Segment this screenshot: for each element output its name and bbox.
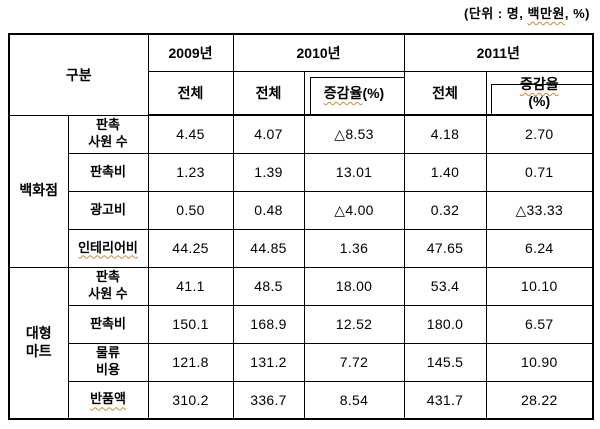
data-table: 구분 2009년 2010년 2011년 전체 전체 증감율(%) 전체 증감율… bbox=[8, 33, 595, 420]
cell-value: 47.65 bbox=[403, 228, 487, 268]
cell-value: 180.0 bbox=[403, 304, 487, 344]
header-2009-total: 전체 bbox=[147, 70, 234, 116]
cell-value: 28.22 bbox=[485, 380, 594, 420]
cell-value: 1.23 bbox=[147, 152, 234, 192]
cell-value: 6.24 bbox=[485, 228, 594, 268]
cell-value: 18.00 bbox=[303, 266, 405, 306]
header-2010-total: 전체 bbox=[232, 70, 305, 116]
row-label: 판촉비 bbox=[67, 152, 149, 192]
cell-value: 8.54 bbox=[303, 380, 405, 420]
cell-value: 1.39 bbox=[232, 152, 305, 192]
header-2010-rate: 증감율(%) bbox=[303, 70, 405, 116]
unit-note-highlight: 백만원 bbox=[527, 6, 565, 21]
header-2011-rate-paren: (%) bbox=[528, 92, 551, 109]
cell-value: 0.32 bbox=[403, 190, 487, 230]
header-2010-rate-word: 증감율 bbox=[323, 84, 363, 101]
unit-note-suffix: , %) bbox=[564, 6, 590, 21]
row-label: 판촉비 bbox=[67, 304, 149, 344]
header-year-2010: 2010년 bbox=[232, 33, 405, 72]
cell-value: 1.40 bbox=[403, 152, 487, 192]
cell-value: 1.36 bbox=[303, 228, 405, 268]
cell-value: △8.53 bbox=[303, 114, 405, 154]
row-label: 광고비 bbox=[67, 190, 149, 230]
unit-note-prefix: (단위 : 명, bbox=[463, 6, 528, 21]
header-year-2009: 2009년 bbox=[147, 33, 234, 72]
cell-value: △33.33 bbox=[485, 190, 594, 230]
cell-value: 4.07 bbox=[232, 114, 305, 154]
row-label: 판촉 사원 수 bbox=[67, 114, 149, 154]
cell-value: 4.45 bbox=[147, 114, 234, 154]
cell-value: 131.2 bbox=[232, 342, 305, 382]
cell-value: 336.7 bbox=[232, 380, 305, 420]
cell-value: △4.00 bbox=[303, 190, 405, 230]
header-year-2011: 2011년 bbox=[403, 33, 594, 72]
cell-value: 310.2 bbox=[147, 380, 234, 420]
table-row: 판촉비 150.1 168.9 12.52 180.0 6.57 bbox=[9, 304, 594, 344]
row-label: 물류 비용 bbox=[67, 342, 149, 382]
header-gubun: 구분 bbox=[8, 33, 149, 116]
table-row: 백화점 판촉 사원 수 4.45 4.07 △8.53 4.18 2.70 bbox=[8, 114, 594, 268]
header-sub-row: 전체 전체 증감율(%) 전체 증감율 (%) bbox=[9, 70, 594, 116]
cell-value: 145.5 bbox=[403, 342, 487, 382]
header-2011-rate: 증감율 (%) bbox=[485, 70, 594, 116]
header-2011-total: 전체 bbox=[403, 70, 487, 116]
header-2010-rate-paren: (%) bbox=[362, 84, 385, 101]
group-label-hypermarket: 대형 마트 bbox=[8, 266, 69, 420]
row-label: 반품액 bbox=[67, 380, 149, 420]
cell-value: 12.52 bbox=[303, 304, 405, 344]
cell-value: 6.57 bbox=[485, 304, 594, 344]
cell-value: 10.90 bbox=[485, 342, 594, 382]
cell-value: 48.5 bbox=[232, 266, 305, 306]
table-row: 물류 비용 121.8 131.2 7.72 145.5 10.90 bbox=[9, 342, 594, 382]
row-label-text: 반품액 bbox=[90, 391, 126, 407]
cell-value: 13.01 bbox=[303, 152, 405, 192]
cell-value: 168.9 bbox=[232, 304, 305, 344]
header-year-row: 구분 2009년 2010년 2011년 bbox=[8, 33, 594, 116]
table-row: 대형 마트 판촉 사원 수 41.1 48.5 18.00 53.4 10.10 bbox=[8, 266, 594, 420]
cell-value: 0.50 bbox=[147, 190, 234, 230]
cell-value: 44.85 bbox=[232, 228, 305, 268]
cell-value: 10.10 bbox=[485, 266, 594, 306]
table-row: 광고비 0.50 0.48 △4.00 0.32 △33.33 bbox=[9, 190, 594, 230]
cell-value: 4.18 bbox=[403, 114, 487, 154]
cell-value: 0.71 bbox=[485, 152, 594, 192]
cell-value: 7.72 bbox=[303, 342, 405, 382]
table-row: 인테리어비 44.25 44.85 1.36 47.65 6.24 bbox=[9, 228, 594, 268]
cell-value: 431.7 bbox=[403, 380, 487, 420]
table-row: 반품액 310.2 336.7 8.54 431.7 28.22 bbox=[9, 380, 594, 420]
header-2011-rate-word: 증감율 bbox=[519, 75, 559, 92]
cell-value: 53.4 bbox=[403, 266, 487, 306]
cell-value: 0.48 bbox=[232, 190, 305, 230]
cell-value: 121.8 bbox=[147, 342, 234, 382]
row-label: 판촉 사원 수 bbox=[67, 266, 149, 306]
cell-value: 2.70 bbox=[485, 114, 594, 154]
cell-value: 150.1 bbox=[147, 304, 234, 344]
group-label-department-store: 백화점 bbox=[8, 114, 69, 268]
cell-value: 44.25 bbox=[147, 228, 234, 268]
table-row: 판촉비 1.23 1.39 13.01 1.40 0.71 bbox=[9, 152, 594, 192]
row-label-text: 인테리어비 bbox=[78, 239, 138, 255]
unit-note: (단위 : 명, 백만원, %) bbox=[464, 3, 590, 22]
row-label: 인테리어비 bbox=[67, 228, 149, 268]
cell-value: 41.1 bbox=[147, 266, 234, 306]
